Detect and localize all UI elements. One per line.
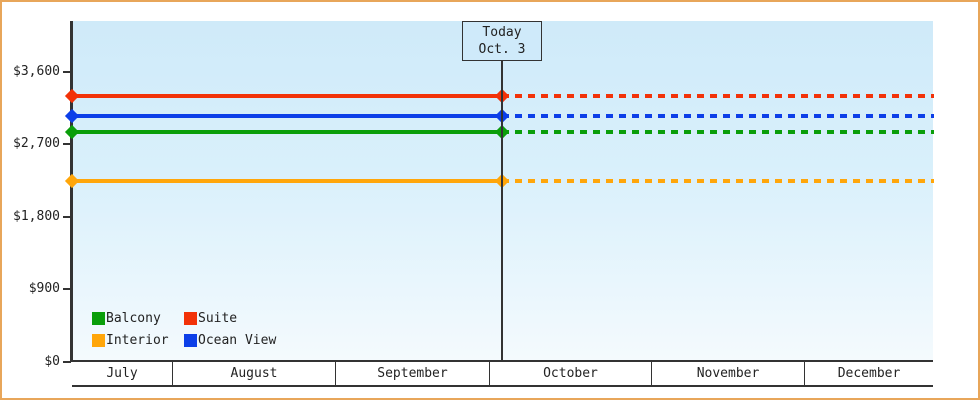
series-line-projected-ocean-view — [502, 114, 934, 119]
month-cell-october: October — [489, 362, 651, 385]
legend-label-suite: Suite — [198, 311, 238, 326]
legend-label-ocean-view: Ocean View — [198, 333, 277, 348]
today-date-label: Oct. 3 — [478, 42, 526, 57]
legend-item-ocean-view: Ocean View — [184, 333, 276, 348]
legend-swatch-balcony — [92, 312, 105, 325]
legend: Balcony Suite Interior Ocean View — [92, 311, 276, 348]
month-cell-july: July — [106, 366, 138, 381]
series-line-solid-suite — [72, 93, 502, 98]
today-label-box: Today Oct. 3 — [462, 21, 542, 61]
y-tick-mark-3600 — [63, 70, 71, 73]
legend-label-interior: Interior — [106, 333, 169, 348]
legend-item-interior: Interior — [92, 333, 184, 348]
series-line-solid-balcony — [72, 130, 502, 135]
series-line-projected-balcony — [502, 130, 934, 135]
series-line-projected-suite — [502, 93, 934, 98]
legend-label-balcony: Balcony — [106, 311, 161, 326]
y-tick-mark-1800 — [63, 215, 71, 218]
y-tick-label-2700: $2,700 — [13, 136, 60, 152]
y-tick-label-1800: $1,800 — [13, 208, 60, 224]
month-cell-november: November — [651, 362, 804, 385]
y-tick-label-0: $0 — [44, 354, 60, 369]
y-tick-mark-900 — [63, 288, 71, 291]
series-line-solid-interior — [72, 178, 502, 183]
month-cell-august: August — [172, 362, 335, 385]
y-tick-mark-2700 — [63, 143, 71, 146]
legend-item-balcony: Balcony — [92, 311, 184, 326]
y-tick-label-900: $900 — [28, 281, 60, 297]
month-cell-december: December — [804, 362, 933, 385]
legend-swatch-ocean-view — [184, 334, 197, 347]
y-tick-label-3600: $3,600 — [13, 63, 60, 79]
today-label: Today — [482, 25, 522, 40]
series-line-solid-ocean-view — [72, 114, 502, 119]
month-cell-september: September — [335, 362, 489, 385]
month-axis: July August September October November Decemb… — [72, 362, 933, 387]
today-vertical-line — [501, 60, 503, 362]
legend-swatch-interior — [92, 334, 105, 347]
y-tick-mark-0 — [63, 361, 71, 363]
series-line-projected-interior — [502, 178, 934, 183]
legend-swatch-suite — [184, 312, 197, 325]
legend-item-suite: Suite — [184, 311, 276, 326]
